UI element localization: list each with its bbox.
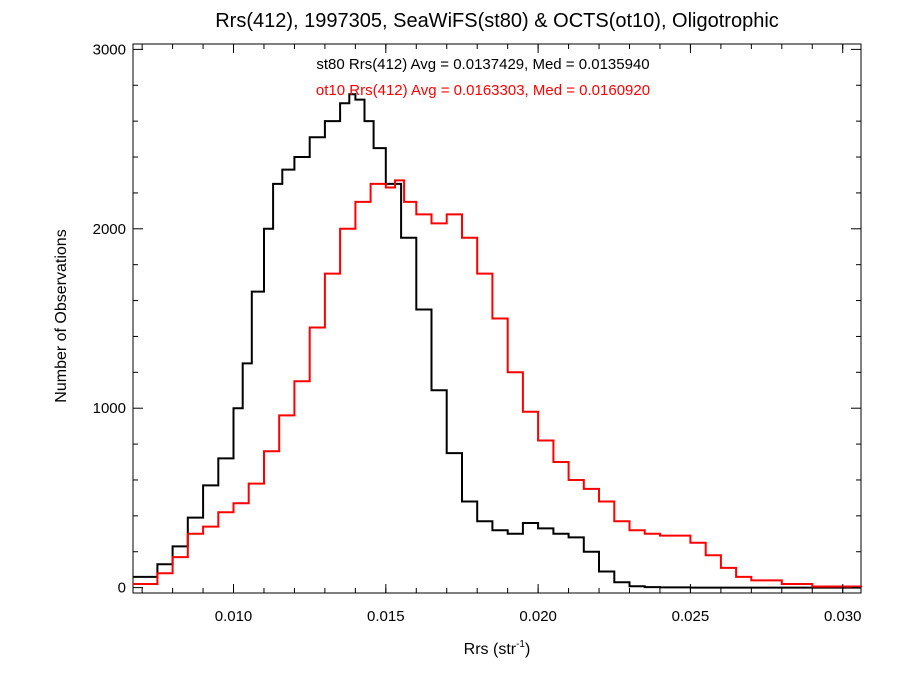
x-axis-label: Rrs (str-1) bbox=[464, 639, 531, 658]
series-layer bbox=[133, 93, 862, 589]
series-st80-line bbox=[133, 93, 861, 589]
y-axis-label: Number of Observations bbox=[53, 229, 70, 402]
x-axis-label-tail: ) bbox=[525, 641, 530, 658]
y-tick-label: 0 bbox=[118, 580, 126, 597]
chart-title: Rrs(412), 1997305, SeaWiFS(st80) & OCTS(… bbox=[215, 10, 779, 32]
x-tick-label: 0.025 bbox=[672, 608, 710, 625]
ticks-layer: 0.010 0.015 0.020 0.025 0.030 0 1000 2000 3000 bbox=[93, 41, 862, 625]
x-tick-label: 0.015 bbox=[367, 608, 405, 625]
x-tick-label: 0.030 bbox=[824, 608, 862, 625]
x-tick-label: 0.010 bbox=[215, 608, 253, 625]
y-tick-label: 2000 bbox=[93, 221, 126, 238]
series-ot10-line bbox=[133, 179, 862, 588]
annotation-ot10-stats: ot10 Rrs(412) Avg = 0.0163303, Med = 0.0… bbox=[316, 82, 650, 99]
x-tick-label: 0.020 bbox=[519, 608, 557, 625]
x-axis-label-main: Rrs (str bbox=[464, 641, 517, 658]
plot-frame bbox=[132, 43, 862, 594]
y-tick-label: 3000 bbox=[93, 41, 126, 58]
plot-area: 0.010 0.015 0.020 0.025 0.030 0 1000 2000 3000 bbox=[93, 41, 862, 625]
y-tick-label: 1000 bbox=[93, 400, 126, 417]
x-axis-label-superscript: -1 bbox=[516, 639, 525, 650]
annotation-st80-stats: st80 Rrs(412) Avg = 0.0137429, Med = 0.0… bbox=[316, 56, 649, 73]
